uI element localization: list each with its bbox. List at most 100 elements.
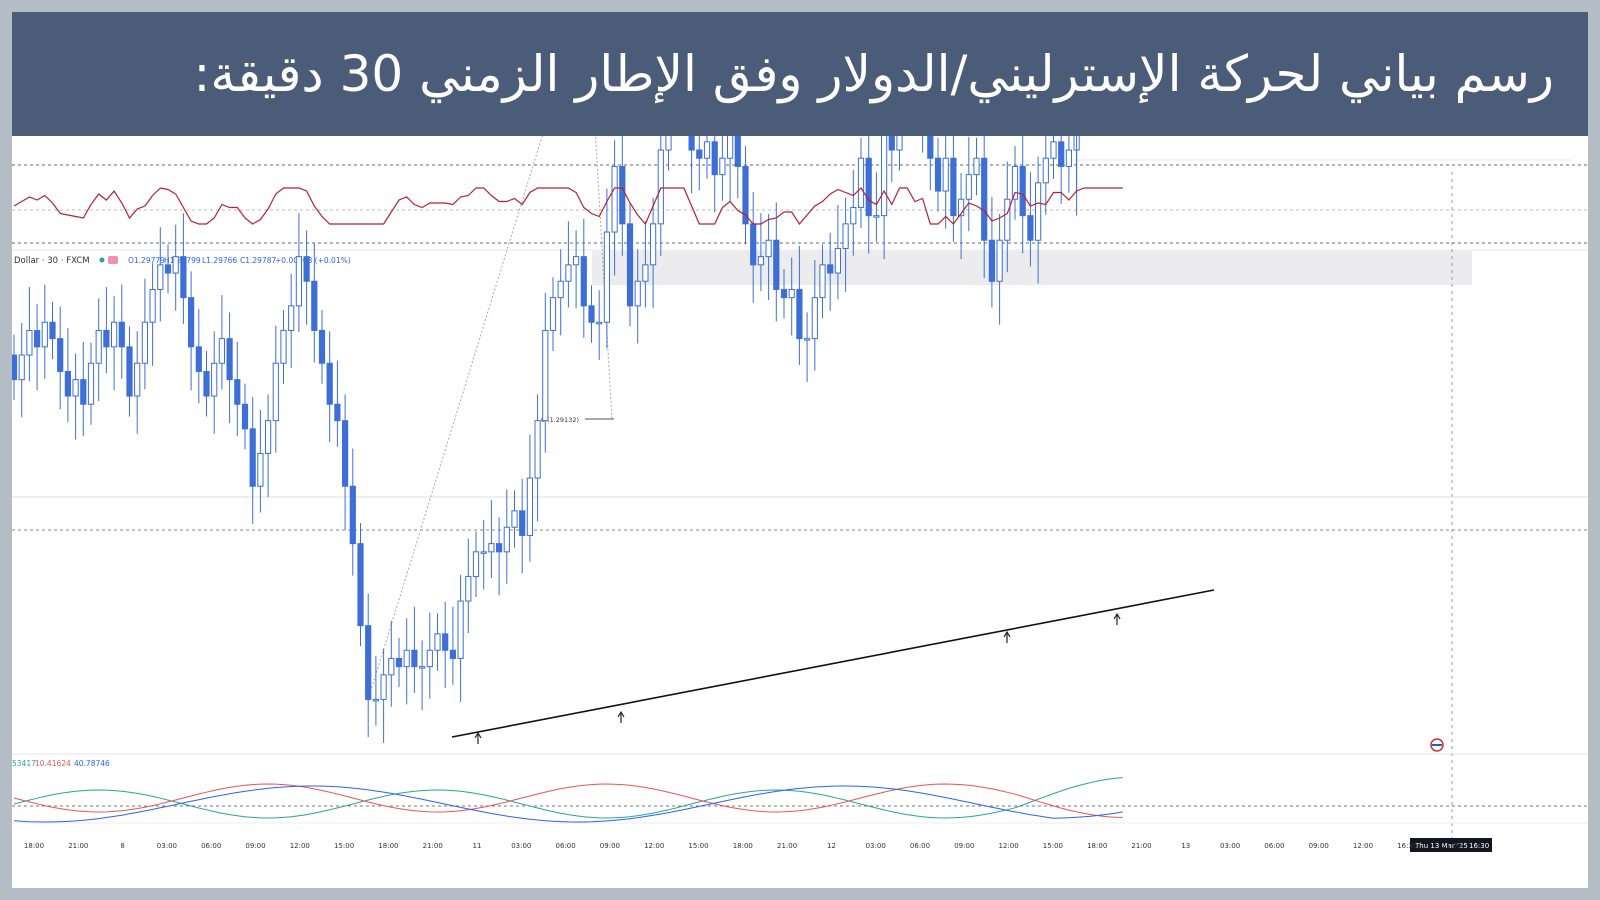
candle-body [149, 288, 156, 323]
cursor-date-badge [1410, 838, 1492, 852]
x-tick-label: 16:30 [1397, 842, 1417, 850]
candle-body [811, 297, 818, 340]
page-title: رسم بياني لحركة الإسترليني/الدولار وفق ا… [193, 45, 1555, 103]
candle-body [426, 649, 433, 668]
candle-body [619, 165, 626, 225]
candle-body [804, 338, 811, 341]
ohlc-readout: O1.29779 H1.29799 L1.29766 C1.29787 +0.0… [128, 256, 351, 265]
x-tick-label: 09:00 [1309, 842, 1329, 850]
candle-body [742, 165, 749, 225]
candle-body [773, 239, 780, 290]
candle-body [388, 657, 395, 676]
candle-body [657, 149, 664, 225]
candle-body [180, 256, 187, 299]
indicator-adx-line [13, 785, 1123, 823]
candle-body [1004, 198, 1011, 241]
candle-body [834, 247, 841, 274]
indicator-plus-di-line [13, 777, 1123, 819]
candle-body [349, 485, 356, 545]
candle-body [534, 420, 541, 479]
candle-body [1042, 157, 1049, 184]
chart-grey-zone [592, 251, 1472, 285]
candle-body [519, 510, 526, 536]
candle-body [573, 256, 580, 266]
candle-body [64, 370, 71, 397]
x-tick-label: 21:00 [68, 842, 88, 850]
candle-body [57, 338, 64, 372]
candle-body [827, 264, 834, 274]
candle-body [103, 329, 110, 348]
x-tick-label: 13 [1181, 842, 1190, 850]
x-tick-label: 09:00 [600, 842, 620, 850]
candle-body [18, 354, 25, 381]
candle-body [727, 136, 734, 159]
candle-body [588, 305, 595, 323]
candle-body [372, 698, 379, 702]
candle-body [318, 329, 326, 364]
x-tick-label: 12:00 [1353, 842, 1373, 850]
candle-body [134, 362, 141, 397]
candle-body [126, 346, 133, 397]
x-tick-label: 03:00 [866, 842, 886, 850]
candle-body [1050, 141, 1057, 159]
candle-body [380, 674, 387, 700]
candle-body [449, 649, 456, 659]
candle-body [203, 370, 210, 397]
rsi-line [13, 187, 1123, 226]
candle-body [234, 379, 241, 405]
title-bar: رسم بياني لحركة الإسترليني/الدولار وفق ا… [12, 12, 1588, 136]
candle-body [434, 633, 441, 651]
candle-body [457, 600, 464, 659]
x-tick-label: 03:00 [511, 842, 531, 850]
candle-body [665, 136, 672, 151]
lower-indicator-readout: 53417 10.41624 40.78746 [12, 759, 110, 768]
candle-body [157, 264, 164, 290]
candle-body [295, 256, 302, 307]
candle-body [257, 452, 264, 487]
x-tick-label: 11 [473, 842, 482, 850]
candlestick-chart[interactable]: Dollar · 30 · FXCM O1.29779 H1.29799 L1.… [12, 136, 1588, 888]
candle-body [1065, 149, 1073, 167]
candle-body [1058, 141, 1065, 167]
candle-body [164, 264, 172, 274]
candle-body [1035, 182, 1042, 241]
candle-body [881, 136, 888, 217]
flag-badge-icon [108, 256, 118, 264]
x-tick-label: 09:00 [954, 842, 974, 850]
candle-body [842, 223, 849, 249]
candle-body [1019, 165, 1026, 217]
candle-body [419, 666, 426, 669]
candle-body [873, 215, 880, 218]
candle-body [942, 157, 949, 192]
support-arrow-head [1113, 612, 1121, 620]
candle-body [788, 288, 795, 299]
candle-body [857, 157, 865, 208]
x-tick-label: 09:00 [245, 842, 265, 850]
x-tick-label: 15:00 [688, 842, 708, 850]
candle-body [241, 403, 249, 430]
candle-body [141, 321, 149, 364]
candle-body [950, 157, 957, 217]
candle-body [357, 543, 364, 627]
candle-body [311, 280, 318, 331]
support-arrow-head [617, 710, 625, 718]
candle-body [934, 157, 942, 192]
x-tick-label: 06:00 [201, 842, 221, 850]
support-trendline [451, 589, 1215, 738]
candle-body [750, 223, 757, 266]
candle-body [650, 223, 657, 266]
candle-body [988, 239, 995, 282]
candle-body [634, 280, 641, 307]
symbol-label: Dollar · 30 · FXCM [14, 256, 90, 266]
candle-body [188, 297, 195, 348]
candle-body [850, 206, 857, 225]
x-tick-label: 03:00 [1220, 842, 1240, 850]
support-arrow-head [1003, 630, 1011, 638]
candle-body [334, 403, 341, 422]
x-tick-label: 21:00 [423, 842, 443, 850]
candle-body [703, 141, 711, 159]
candle-body [72, 379, 79, 397]
x-tick-label: 12:00 [644, 842, 664, 850]
x-tick-label: 12:00 [290, 842, 310, 850]
candle-body [288, 305, 295, 331]
